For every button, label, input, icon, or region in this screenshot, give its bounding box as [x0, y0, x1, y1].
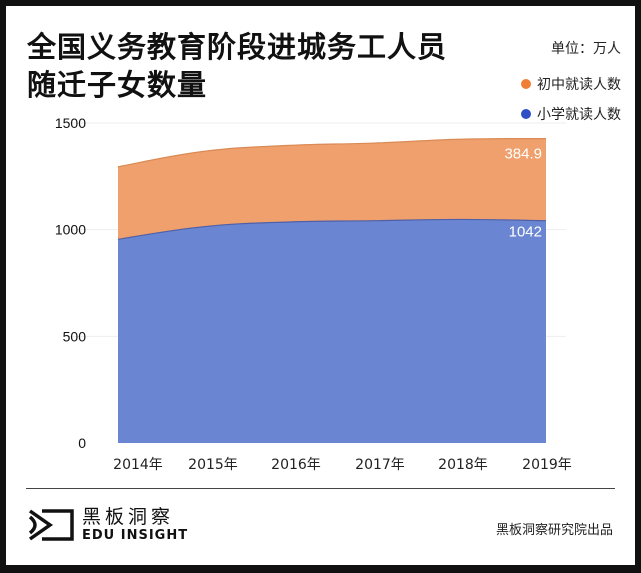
chart-title: 全国义务教育阶段进城务工人员 随迁子女数量 [27, 28, 467, 104]
legend-item-primary-school: 小学就读人数 [521, 99, 621, 129]
line-total [117, 137, 547, 168]
legend: 初中就读人数 小学就读人数 [521, 69, 621, 129]
y-tick-label: 1500 [55, 115, 86, 131]
x-tick-label: 2015年 [188, 457, 238, 473]
chart-card: 全国义务教育阶段进城务工人员 随迁子女数量 单位：万人 初中就读人数 小学就读人… [6, 6, 635, 565]
eye-logo-icon [28, 509, 74, 541]
annotation-primary-school: 1042 [509, 224, 542, 241]
x-tick-label: 2016年 [271, 457, 321, 473]
logo-cn-text: 黑板洞察 [82, 506, 175, 528]
y-tick-label: 1000 [55, 222, 86, 238]
area-chart: 0 500 1000 1500 384.9 1042 2014年 2015年 2016年 2017… [55, 115, 572, 473]
legend-label: 小学就读人数 [537, 107, 621, 123]
annotation-middle-school: 384.9 [504, 146, 542, 163]
y-tick-label: 0 [78, 435, 86, 451]
x-tick-label: 2018年 [438, 457, 488, 473]
area-primary-school [118, 219, 546, 443]
x-tick-label: 2014年 [113, 457, 163, 473]
credit-text: 黑板洞察研究院出品 [495, 523, 613, 538]
legend-dot-icon [521, 109, 531, 119]
legend-dot-icon [521, 79, 531, 89]
legend-label: 初中就读人数 [537, 77, 621, 93]
logo-en-text: EDU INSIGHT [82, 528, 189, 543]
title-line-2: 随迁子女数量 [27, 68, 208, 102]
title-line-1: 全国义务教育阶段进城务工人员 [27, 30, 448, 64]
brand-logo: 黑板洞察 EDU INSIGHT [28, 506, 188, 544]
x-tick-label: 2019年 [522, 457, 572, 473]
footer-divider [26, 488, 615, 489]
line-primary [117, 218, 547, 240]
legend-item-middle-school: 初中就读人数 [521, 69, 621, 99]
y-tick-label: 500 [63, 328, 87, 344]
x-tick-label: 2017年 [355, 457, 405, 473]
unit-label: 单位：万人 [551, 41, 621, 57]
